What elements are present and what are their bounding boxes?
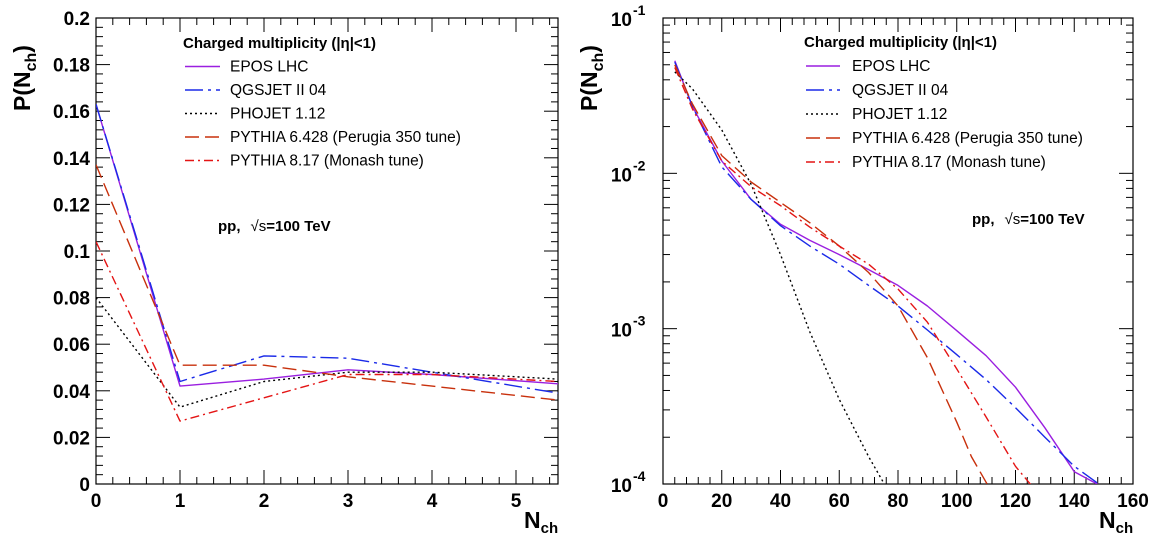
annotation-prefix: pp, [972,211,995,228]
x-tick-label: 80 [887,491,908,512]
series-line-5 [674,67,1032,484]
y-tick-label: 0.1 [64,242,91,263]
x-tick-label: 3 [343,491,354,512]
y-axis-title-sub: ch [590,53,607,72]
legend-title: Charged multiplicity (|η|<1) [183,35,376,52]
chart-panel-1: 0 1 2 3 4 5 0 0.02 0.04 0.06 0.08 0.1 0.12 0.14 0.16 0.… [9,9,559,537]
x-tick-label: 60 [829,491,850,512]
x-tick-label: 100 [941,491,973,512]
legend-label: EPOS LHC [230,59,308,76]
x-axis-title-main: N [524,507,541,533]
y-tick-label: 0.08 [53,289,90,310]
legend-label: PYTHIA 6.428 (Perugia 350 tune) [230,129,461,146]
legend-label: PYTHIA 8.17 (Monash tune) [852,154,1046,171]
series-line-1 [96,104,558,387]
legend-label: PHOJET 1.12 [230,106,325,123]
y-axis-title: P(Nch) [9,45,40,111]
series-line-4 [674,64,988,484]
annotation: pp, √s=100 TeV [218,218,331,235]
legend-label: PHOJET 1.12 [852,106,947,123]
x-tick-label: 0 [658,491,669,512]
y-tick-label: 0.02 [53,428,90,449]
annotation-sqrt: √s [1005,211,1021,228]
y-tick-label: 0.12 [53,195,90,216]
x-axis-title: Nch [524,507,558,535]
y-tick-label: 0.16 [53,102,90,123]
annotation-prefix: pp, [218,218,241,235]
y-axis-title-main: P(N [576,71,602,111]
y-tick-label: 0.2 [64,9,90,30]
y-axis-title: P(Nch) [576,45,607,111]
legend-label: PYTHIA 6.428 (Perugia 350 tune) [852,130,1083,147]
x-tick-label: 5 [511,491,522,512]
annotation: pp, √s=100 TeV [972,211,1085,228]
annotation-value: =100 TeV [266,218,330,235]
x-tick-label: 160 [1117,491,1149,512]
y-tick-label: 10 [611,165,632,186]
y-tick-exponent: -4 [633,468,646,484]
x-tick-label: 140 [1058,491,1090,512]
x-tick-label: 4 [427,491,438,512]
x-axis-title-sub: ch [541,520,559,535]
y-tick-label: 0.18 [53,56,90,77]
legend-label: PYTHIA 8.17 (Monash tune) [230,153,424,170]
legend: Charged multiplicity (|η|<1) EPOS LHC QGSJ… [183,35,461,170]
y-tick-label: 0.06 [53,335,90,356]
plot-frame [95,17,559,485]
x-tick-label: 0 [91,491,102,512]
legend-label: QGSJET II 04 [230,82,327,99]
y-tick-label: 0.14 [53,149,90,170]
y-tick-label: 0.04 [53,382,90,403]
y-axis-title-close: ) [576,45,602,53]
legend: Charged multiplicity (|η|<1) EPOS LHC QGSJ… [804,34,1083,171]
legend-title: Charged multiplicity (|η|<1) [804,34,997,51]
y-axis-title-sub: ch [23,53,40,72]
y-tick-label: 10 [611,321,632,342]
y-tick-exponent: -3 [633,313,646,329]
y-tick-label: 10 [611,10,632,31]
x-tick-label: 1 [175,491,186,512]
legend-label: EPOS LHC [852,58,930,75]
y-tick-exponent: -1 [633,2,646,18]
series-line-3 [96,297,558,408]
y-tick-label: 0 [79,475,90,496]
legend-label: QGSJET II 04 [852,82,949,99]
annotation-sqrt: √s [251,218,267,235]
x-tick-label: 40 [770,491,791,512]
series-group [96,103,558,422]
series-line-3 [674,71,886,484]
x-axis-title: Nch [1099,507,1133,535]
x-axis-title-main: N [1099,507,1116,533]
x-tick-label: 2 [259,491,270,512]
y-tick-label: 10 [611,476,632,497]
x-axis-title-sub: ch [1116,520,1134,535]
y-axis-title-main: P(N [9,71,35,111]
x-tick-label: 120 [1000,491,1032,512]
series-line-4 [96,164,558,401]
annotation-value: =100 TeV [1020,211,1084,228]
series-line-5 [96,241,558,422]
y-tick-exponent: -2 [633,157,646,173]
x-tick-label: 20 [711,491,732,512]
series-line-2 [96,103,558,394]
series-group [674,60,1100,484]
series-line-2 [674,61,1100,484]
series-line-1 [674,60,1099,484]
y-axis-title-close: ) [9,45,35,53]
